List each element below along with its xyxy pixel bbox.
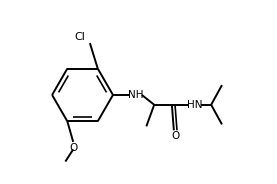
Text: NH: NH xyxy=(128,90,143,100)
Text: HN: HN xyxy=(187,100,202,110)
Text: O: O xyxy=(69,143,77,153)
Text: Cl: Cl xyxy=(74,32,85,42)
Text: O: O xyxy=(171,131,179,141)
